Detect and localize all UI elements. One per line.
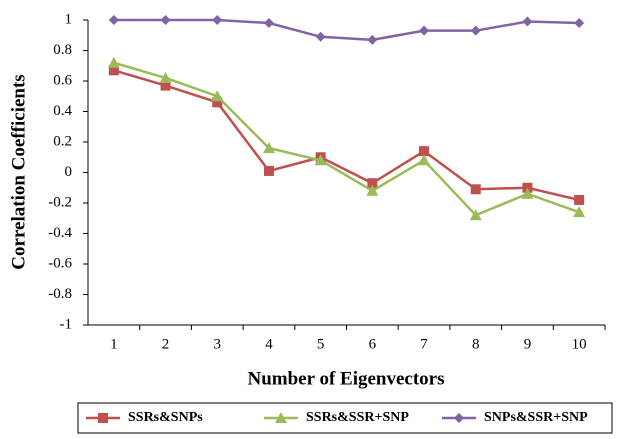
x-tick-label: 1 xyxy=(110,336,118,352)
point xyxy=(573,206,586,218)
legend-label: SSRs&SNPs xyxy=(128,410,203,425)
point xyxy=(469,209,482,221)
point xyxy=(159,71,172,83)
x-tick-label: 2 xyxy=(162,336,170,352)
point xyxy=(367,34,378,45)
x-tick-label: 8 xyxy=(472,336,480,352)
point xyxy=(263,18,274,29)
y-tick-label: -0.4 xyxy=(48,225,72,241)
x-tick-label: 9 xyxy=(524,336,532,352)
point xyxy=(522,16,533,27)
series-line xyxy=(113,18,580,42)
legend-box xyxy=(77,402,613,434)
legend-marker xyxy=(98,413,108,423)
x-tick-label: 6 xyxy=(369,336,377,352)
legend-label: SSRs&SSR+SNP xyxy=(306,410,409,425)
y-tick-label: -1 xyxy=(60,316,73,332)
point xyxy=(470,25,481,36)
point xyxy=(212,15,223,25)
point xyxy=(211,90,224,102)
series-line xyxy=(113,61,580,217)
point xyxy=(366,184,379,196)
point xyxy=(108,15,119,25)
y-tick-label: -0.8 xyxy=(48,286,72,302)
legend-label: SNPs&SSR+SNP xyxy=(484,410,588,425)
y-tick-label: -0.2 xyxy=(48,194,72,210)
point xyxy=(419,146,430,157)
y-tick-label: 0.6 xyxy=(53,72,72,88)
x-axis-label: Number of Eigenvectors xyxy=(247,368,444,389)
point xyxy=(470,184,481,195)
point xyxy=(262,142,275,154)
point xyxy=(263,165,274,176)
legend-marker xyxy=(454,413,464,423)
point xyxy=(107,56,120,68)
point xyxy=(418,154,431,166)
point xyxy=(212,97,223,108)
x-tick-label: 10 xyxy=(572,336,587,352)
point xyxy=(160,80,171,91)
y-tick-label: 0 xyxy=(65,164,73,180)
y-tick-label: 0.4 xyxy=(53,103,72,119)
point xyxy=(108,65,119,76)
y-tick-label: -0.6 xyxy=(48,255,72,271)
point xyxy=(574,18,585,29)
legend-marker xyxy=(275,412,287,423)
series-line xyxy=(113,69,580,202)
y-tick-label: 0.8 xyxy=(53,42,72,58)
point xyxy=(315,31,326,42)
point xyxy=(419,25,430,36)
point xyxy=(522,182,533,193)
x-tick-label: 4 xyxy=(265,336,273,352)
y-axis-label: Correlation Coefficients xyxy=(8,74,29,269)
x-tick-label: 5 xyxy=(317,336,325,352)
point xyxy=(314,154,327,166)
x-tick-label: 7 xyxy=(420,336,428,352)
point xyxy=(160,15,171,25)
point xyxy=(367,178,378,189)
point xyxy=(521,187,534,199)
y-tick-label: 1 xyxy=(65,11,73,27)
y-tick-label: 0.2 xyxy=(53,133,72,149)
point xyxy=(574,194,585,205)
x-tick-label: 3 xyxy=(214,336,222,352)
